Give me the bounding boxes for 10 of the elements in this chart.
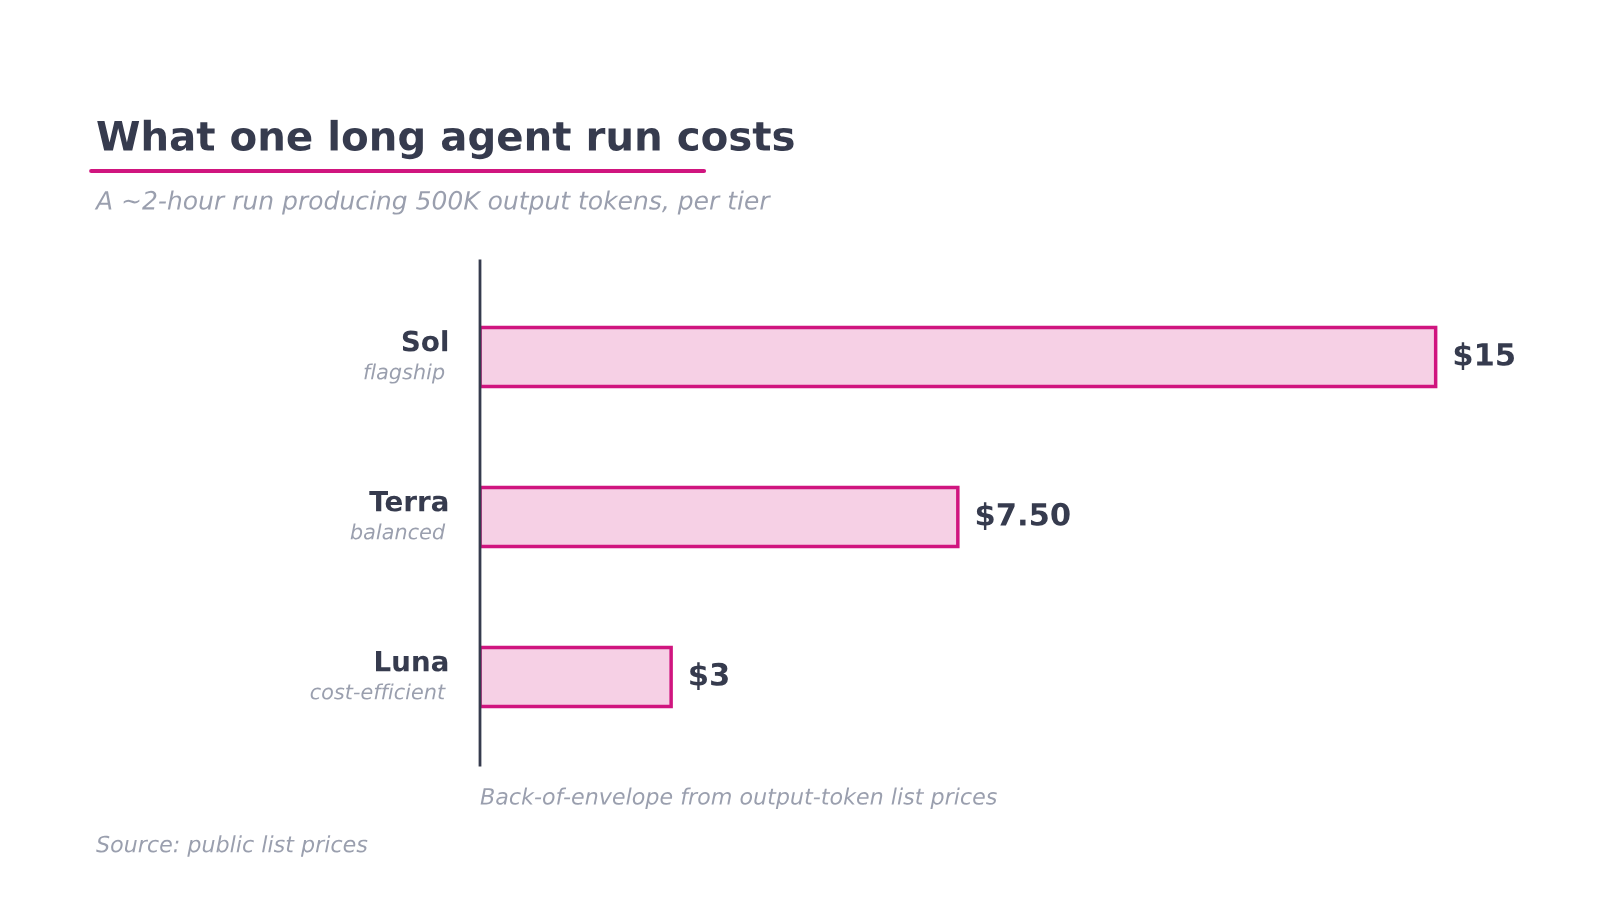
chart-subtitle: A ~2-hour run producing 500K output tokens, per tier	[94, 190, 771, 215]
category-label: Luna cost-efficient	[310, 650, 448, 700]
data-label: $7.50	[976, 502, 1070, 530]
chart-title: What one long agent run costs	[97, 119, 794, 160]
data-label: $15	[1454, 342, 1514, 370]
data-label: $3	[690, 662, 728, 690]
category-label: Terra balanced	[350, 490, 448, 540]
category-label: Sol flagship	[364, 330, 448, 384]
source-note: Source: public list prices	[96, 835, 368, 857]
text: Back-of-envelope from output-token list prices	[480, 787, 997, 810]
